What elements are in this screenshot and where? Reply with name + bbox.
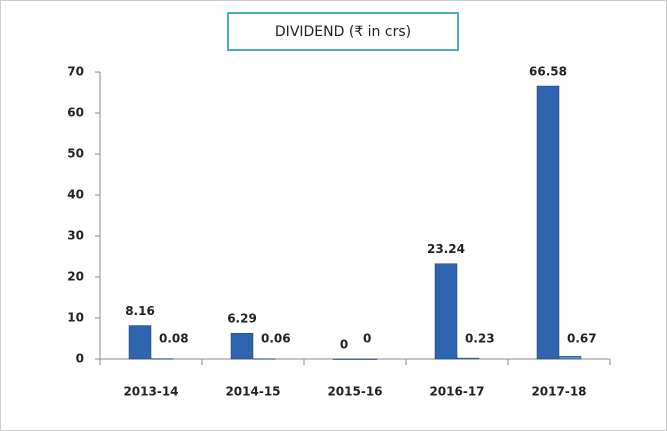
x-tick-label: 2014-15 [225, 385, 280, 399]
bar [536, 85, 560, 360]
value-label: 0.67 [567, 332, 597, 346]
y-tick-label: 20 [67, 270, 84, 284]
y-tick-label: 10 [67, 311, 84, 325]
y-tick-label: 60 [67, 106, 84, 120]
value-label: 66.58 [529, 65, 567, 79]
chart-title: DIVIDEND (₹ in crs) [275, 24, 411, 40]
bar [128, 325, 152, 360]
value-label: 0.06 [261, 332, 291, 346]
x-tick-label: 2015-16 [327, 385, 382, 399]
y-tick-label: 0 [76, 352, 84, 366]
bar [434, 263, 458, 360]
value-label: 6.29 [227, 312, 257, 326]
value-label: 23.24 [427, 242, 465, 256]
bar [332, 358, 356, 360]
y-tick-label: 40 [67, 188, 84, 202]
value-label: 0 [340, 338, 348, 352]
bar [456, 357, 480, 360]
value-label: 0.23 [465, 332, 495, 346]
bar [558, 356, 582, 360]
bar [230, 332, 254, 360]
bar [354, 358, 378, 360]
x-tick-label: 2013-14 [123, 385, 178, 399]
y-tick-label: 30 [67, 229, 84, 243]
y-tick-label: 50 [67, 147, 84, 161]
y-tick-label: 70 [67, 65, 84, 79]
bar [150, 358, 174, 360]
value-label: 0 [363, 332, 371, 346]
x-tick-label: 2017-18 [531, 385, 586, 399]
x-tick-label: 2016-17 [429, 385, 484, 399]
value-label: 8.16 [125, 304, 155, 318]
bar [252, 358, 276, 360]
value-label: 0.08 [159, 332, 189, 346]
title-box [227, 12, 459, 51]
